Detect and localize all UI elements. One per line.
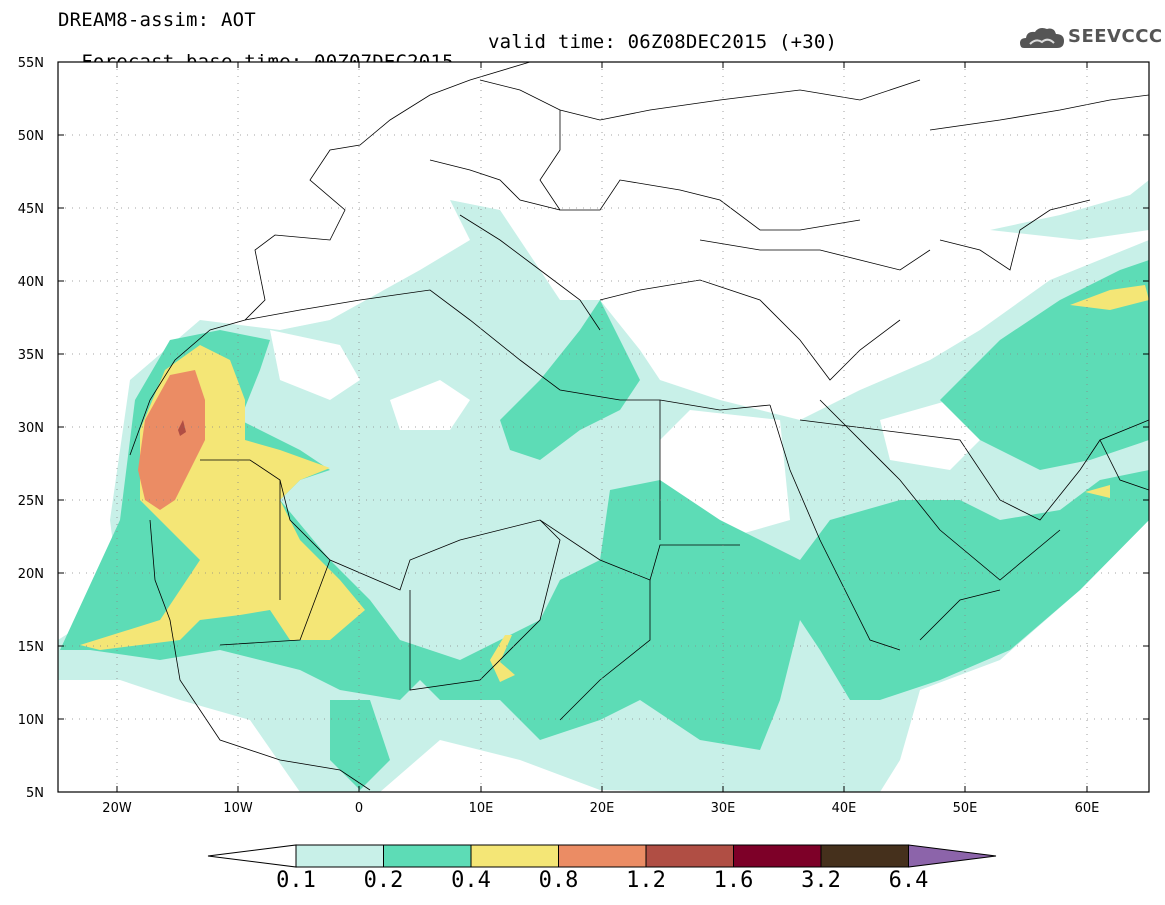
- lat-label: 20N: [18, 567, 44, 582]
- lat-label: 55N: [18, 56, 44, 71]
- colorbar-swatch: [295, 844, 384, 868]
- colorbar-label: 1.6: [713, 868, 754, 893]
- colorbar-label: 6.4: [888, 868, 929, 893]
- latitude-labels: 55N 50N 45N 40N 35N 30N 25N 20N 15N 10N …: [18, 56, 44, 801]
- colorbar-label: 0.8: [538, 868, 579, 893]
- tick-marks: [58, 61, 1149, 792]
- aot-level-0.1: [990, 180, 1149, 240]
- colorbar-swatch: [558, 844, 647, 868]
- logo-text: SEEVCCC: [1068, 26, 1163, 47]
- lon-label: 50E: [953, 801, 978, 816]
- aot-level-0.2: [940, 260, 1149, 470]
- colorbar-label: 0.1: [276, 868, 316, 893]
- colorbar-label: 3.2: [801, 868, 841, 893]
- aot-level-0.2: [330, 700, 390, 790]
- lon-label: 30E: [711, 801, 736, 816]
- colorbar-swatch: [470, 844, 559, 868]
- colorbar-swatch: [645, 844, 734, 868]
- cloud-icon: [1020, 28, 1064, 48]
- lat-label: 30N: [18, 421, 44, 436]
- lon-label: 10E: [469, 801, 494, 816]
- aot-level-0.4: [1085, 485, 1110, 498]
- lat-label: 50N: [18, 129, 44, 144]
- map-title: DREAM8-assim: AOT: [58, 9, 256, 31]
- lon-label: 20E: [590, 801, 615, 816]
- lat-label: 25N: [18, 494, 44, 509]
- lon-label: 0: [355, 801, 363, 816]
- lat-label: 45N: [18, 202, 44, 217]
- aot-field: [58, 62, 1149, 792]
- coastlines-borders: [129, 62, 1149, 791]
- colorbar-label: 1.2: [626, 868, 666, 893]
- lon-label: 60E: [1075, 801, 1100, 816]
- colorbar-swatch: [733, 844, 822, 868]
- colorbar: [207, 844, 997, 868]
- aot-level-0.4: [1070, 285, 1149, 310]
- lon-label: 10W: [223, 801, 253, 816]
- colorbar-swatch: [820, 844, 909, 868]
- lon-label: 20W: [102, 801, 132, 816]
- aot-level-0.2: [60, 330, 1149, 750]
- lat-label: 35N: [18, 348, 44, 363]
- valid-time: valid time: 06Z08DEC2015 (+30): [488, 31, 838, 53]
- aot-level-0.2: [500, 300, 640, 460]
- graticule: [58, 62, 1149, 792]
- colorbar-over-arrow: [908, 844, 997, 868]
- lat-label: 5N: [26, 786, 44, 801]
- colorbar-label: 0.4: [451, 868, 491, 893]
- aot-level-0.4: [490, 635, 515, 682]
- colorbar-label: 0.2: [363, 868, 404, 893]
- aot-level-0.8: [138, 370, 205, 510]
- colorbar-under-arrow: [207, 844, 297, 868]
- longitude-labels: 20W 10W 0 10E 20E 30E 40E 50E 60E: [102, 801, 1099, 816]
- lon-label: 40E: [832, 801, 857, 816]
- lat-label: 40N: [18, 275, 44, 290]
- colorbar-swatch: [383, 844, 472, 868]
- lat-label: 10N: [18, 713, 44, 728]
- aot-level-1.2: [178, 420, 186, 436]
- seevccc-logo: SEEVCCC: [1018, 24, 1162, 54]
- lat-label: 15N: [18, 640, 44, 655]
